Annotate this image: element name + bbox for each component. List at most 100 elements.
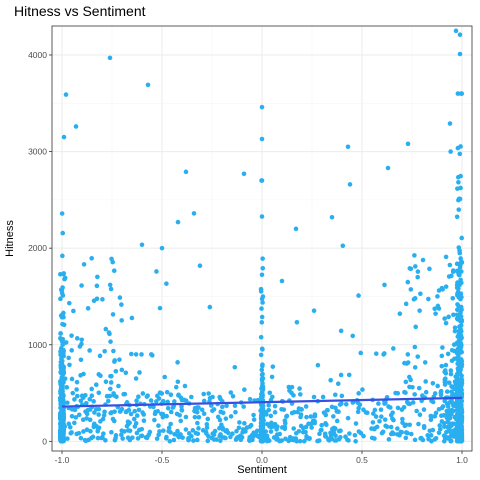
scatter-point — [315, 362, 321, 368]
scatter-point — [346, 372, 352, 378]
scatter-point — [168, 409, 174, 415]
scatter-point — [457, 341, 462, 346]
scatter-point — [173, 384, 179, 390]
scatter-point — [183, 169, 189, 175]
scatter-point — [108, 380, 114, 385]
scatter-point — [405, 141, 411, 147]
scatter-point — [160, 414, 166, 420]
scatter-point — [220, 435, 226, 440]
scatter-point — [403, 390, 408, 395]
scatter-point — [404, 361, 410, 366]
scatter-point — [58, 400, 64, 406]
scatter-point — [356, 391, 361, 396]
scatter-point — [439, 353, 445, 359]
scatter-point — [300, 425, 306, 431]
scatter-point — [275, 424, 280, 429]
scatter-point — [300, 429, 306, 435]
scatter-point — [331, 414, 336, 419]
scatter-point — [312, 414, 318, 419]
scatter-point — [441, 412, 447, 418]
scatter-point — [458, 433, 464, 439]
scatter-point — [343, 401, 349, 407]
scatter-point — [223, 416, 229, 421]
scatter-point — [454, 214, 460, 220]
scatter-point — [436, 288, 442, 293]
scatter-point — [135, 436, 141, 441]
scatter-point — [192, 414, 198, 420]
scatter-point — [58, 436, 64, 441]
scatter-point — [360, 387, 365, 392]
scatter-point — [133, 376, 139, 381]
scatter-point — [218, 438, 223, 444]
scatter-point — [455, 145, 461, 151]
scatter-point — [456, 328, 462, 334]
scatter-point — [329, 404, 335, 410]
scatter-point — [400, 420, 405, 426]
scatter-point — [299, 407, 304, 412]
scatter-point — [415, 354, 421, 359]
scatter-point — [435, 294, 440, 299]
scatter-point — [204, 431, 209, 436]
scatter-point — [59, 414, 65, 420]
scatter-point — [369, 435, 375, 441]
scatter-point — [207, 304, 213, 310]
scatter-point — [439, 363, 445, 369]
scatter-point — [446, 314, 451, 320]
scatter-point — [122, 429, 127, 434]
scatter-point — [440, 345, 445, 350]
y-tick-label: 4000 — [28, 50, 47, 60]
scatter-point — [71, 308, 76, 314]
scatter-point — [338, 372, 344, 378]
scatter-point — [379, 414, 384, 419]
scatter-point — [325, 407, 330, 413]
scatter-point — [161, 428, 166, 433]
scatter-point — [204, 425, 210, 430]
scatter-point — [445, 404, 451, 409]
scatter-point — [456, 207, 462, 212]
scatter-point — [98, 373, 103, 379]
scatter-point — [457, 248, 462, 253]
scatter-point — [363, 410, 369, 415]
scatter-point — [401, 405, 407, 410]
scatter-point — [95, 429, 100, 434]
scatter-point — [279, 278, 285, 284]
scatter-point — [139, 242, 145, 248]
scatter-point — [128, 411, 134, 417]
scatter-point — [436, 430, 442, 436]
scatter-point — [178, 432, 183, 437]
scatter-point — [453, 374, 458, 379]
scatter-point — [250, 437, 255, 443]
scatter-point — [450, 433, 456, 439]
scatter-point — [91, 422, 97, 427]
scatter-point — [358, 430, 364, 436]
scatter-point — [415, 274, 420, 280]
scatter-point — [69, 333, 74, 338]
scatter-point — [298, 412, 304, 417]
scatter-point — [136, 407, 142, 413]
scatter-point — [175, 379, 181, 385]
scatter-point — [449, 273, 454, 279]
scatter-point — [109, 410, 114, 415]
scatter-point — [141, 418, 147, 424]
x-axis-title: Sentiment — [237, 464, 287, 476]
scatter-point — [163, 436, 169, 441]
scatter-point — [197, 263, 203, 269]
scatter-point — [183, 414, 189, 420]
scatter-point — [353, 438, 358, 444]
scatter-point — [415, 269, 421, 274]
scatter-point — [339, 393, 345, 399]
scatter-point — [179, 404, 184, 409]
scatter-point — [382, 282, 387, 288]
scatter-point — [90, 434, 96, 440]
scatter-point — [272, 410, 278, 415]
scatter-point — [259, 136, 265, 142]
scatter-point — [353, 421, 359, 426]
scatter-point — [449, 411, 454, 417]
scatter-point — [156, 423, 161, 428]
scatter-point — [244, 425, 250, 430]
scatter-point — [164, 413, 169, 419]
scatter-point — [91, 399, 96, 404]
scatter-point — [133, 352, 139, 357]
scatter-point — [137, 370, 142, 375]
scatter-point — [454, 312, 460, 318]
